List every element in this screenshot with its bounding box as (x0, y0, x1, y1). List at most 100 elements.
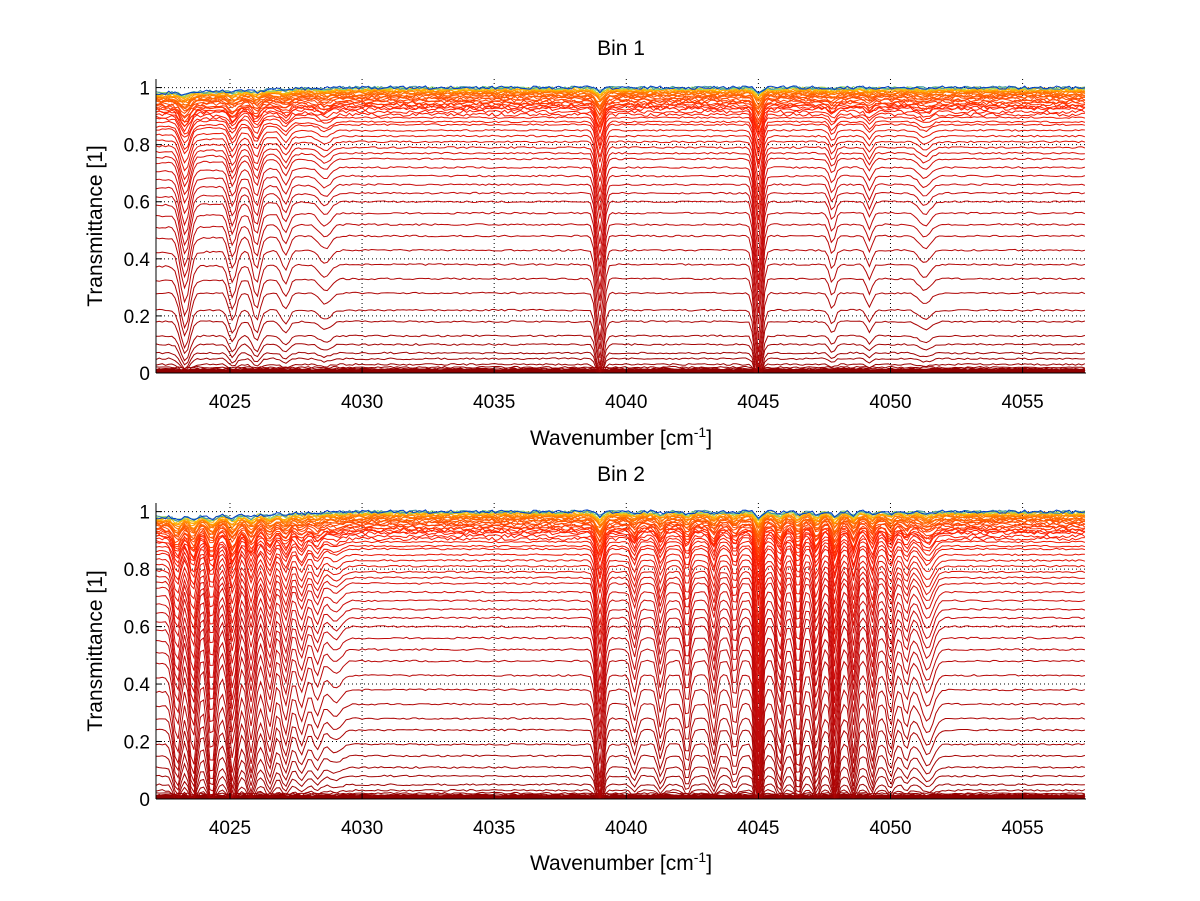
y-tick-label: 0.8 (124, 560, 150, 581)
x-tick-label: 4050 (869, 392, 911, 413)
series-line (156, 514, 1086, 531)
series-line (156, 166, 1086, 243)
series-line (156, 519, 1086, 544)
series-line (156, 791, 1086, 796)
series-line (156, 522, 1086, 552)
series-line (156, 109, 1086, 146)
series-line (156, 576, 1085, 665)
series-line (156, 334, 1086, 373)
series-line (156, 774, 1086, 799)
series-line (156, 351, 1086, 373)
x-tick-label: 4025 (209, 818, 251, 839)
series-line (156, 616, 1086, 731)
series-line (156, 717, 1086, 799)
series-line (156, 766, 1086, 799)
series-line (156, 530, 1086, 570)
series-line (156, 223, 1085, 313)
axes-bin-1: 4025 4030 4035 4040 4045 4050 4055 0 0.2 0.4 0.6 0.… (84, 37, 1086, 450)
series-line (156, 123, 1086, 169)
series-line (156, 100, 1085, 130)
series-line (156, 533, 1086, 578)
series-line (156, 146, 1086, 210)
series-line (156, 151, 1085, 221)
y-tick-label: 0.6 (124, 618, 150, 639)
series-line (156, 659, 1086, 776)
series-line (156, 183, 1086, 269)
x-tick-label: 4045 (737, 818, 779, 839)
x-tick-label: 4035 (473, 392, 515, 413)
x-axis-label: Wavenumber [cm-1] (530, 424, 712, 450)
series-line (156, 234, 1086, 325)
series-line (156, 263, 1086, 353)
series-line (156, 308, 1085, 373)
series-line (156, 157, 1086, 230)
series-line (156, 140, 1086, 200)
y-tick-label: 1 (139, 79, 150, 100)
series-line (156, 134, 1086, 191)
series-line (156, 728, 1085, 799)
series-line (156, 527, 1085, 563)
series-line (156, 547, 1086, 606)
series-line (156, 277, 1086, 362)
series-line (156, 106, 1086, 139)
series-line (156, 674, 1086, 790)
x-tick-label: 4030 (341, 818, 383, 839)
series-line (156, 599, 1086, 704)
x-tick-label: 4050 (869, 818, 911, 839)
series-line (156, 105, 1086, 136)
series-line (156, 120, 1086, 164)
series-line (156, 702, 1086, 799)
series-line (156, 96, 1086, 117)
series-line (156, 85, 1086, 97)
series-line (156, 95, 1086, 115)
series-line (156, 793, 1086, 799)
y-axis-label: Transmittance [1] (84, 145, 107, 306)
x-tick-label: 4040 (605, 392, 647, 413)
series-line (156, 529, 1086, 567)
series-line (156, 754, 1086, 799)
series-line (156, 85, 1085, 96)
y-tick-label: 0.4 (124, 675, 151, 696)
series-line (156, 320, 1086, 373)
series-line (156, 516, 1086, 537)
series-line (156, 783, 1085, 799)
series-line (156, 536, 1085, 586)
series-line (156, 343, 1086, 373)
axes-bin-2: 4025 4030 4035 4040 4045 4050 4055 0 0.2 0.4 0.6 0.… (84, 463, 1086, 875)
series-line (156, 128, 1085, 181)
x-tick-label: 4055 (1001, 818, 1043, 839)
series-line (156, 99, 1086, 125)
series-line (156, 564, 1086, 642)
x-tick-label: 4030 (341, 392, 383, 413)
x-tick-label: 4025 (209, 392, 251, 413)
series-line (156, 590, 1086, 690)
y-axis-label: Transmittance [1] (84, 570, 107, 731)
series-line (156, 112, 1085, 151)
y-tick-label: 0 (139, 364, 150, 385)
series-line (156, 116, 1086, 156)
series-line (156, 367, 1086, 373)
series-line (156, 103, 1085, 132)
series-line (156, 509, 1086, 522)
series-line (156, 92, 1086, 109)
series-line (156, 211, 1086, 302)
series-line (156, 365, 1086, 370)
series-line (156, 523, 1086, 556)
chart-title: Bin 2 (597, 463, 645, 486)
series-line (156, 544, 1086, 601)
x-tick-label: 4055 (1001, 392, 1043, 413)
y-tick-label: 0.2 (124, 307, 150, 328)
x-axis-label: Wavenumber [cm-1] (530, 849, 712, 875)
x-tick-label: 4035 (473, 818, 515, 839)
series-line (156, 743, 1086, 799)
series-line (156, 607, 1086, 718)
series-line (156, 540, 1086, 591)
series-group (156, 509, 1086, 799)
series-line (156, 291, 1086, 370)
series-line (156, 559, 1086, 632)
x-tick-label: 4040 (605, 818, 647, 839)
series-line (156, 788, 1086, 799)
chart-title: Bin 1 (597, 37, 645, 60)
series-line (156, 357, 1085, 373)
series-line (156, 191, 1086, 281)
